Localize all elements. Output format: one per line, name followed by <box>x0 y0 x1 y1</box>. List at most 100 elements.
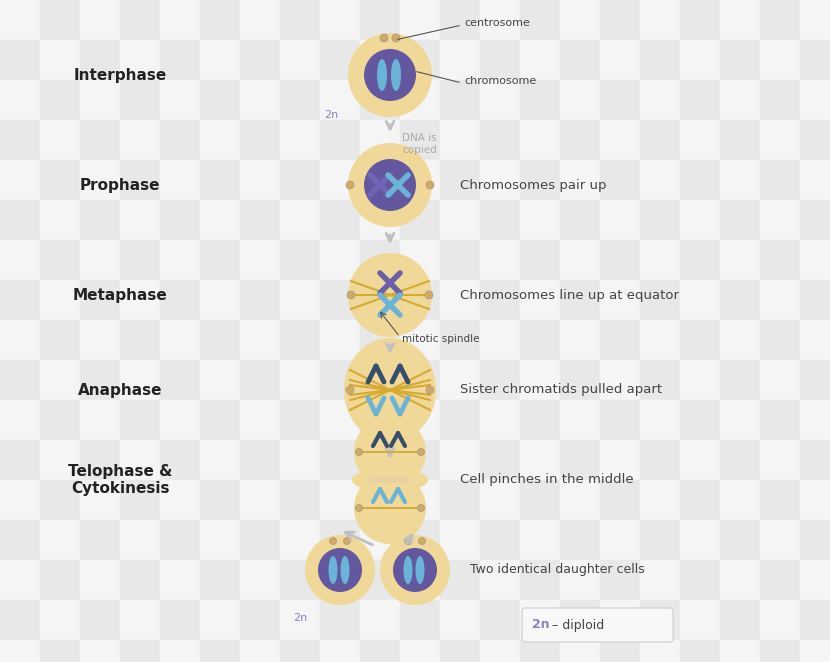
Bar <box>400 200 440 240</box>
Text: Two identical daughter cells: Two identical daughter cells <box>470 563 645 577</box>
Bar <box>280 520 320 560</box>
Bar <box>440 440 480 480</box>
Bar <box>480 640 520 662</box>
Bar <box>80 120 120 160</box>
Bar <box>240 160 280 200</box>
Bar <box>800 400 830 440</box>
Bar <box>440 200 480 240</box>
Bar <box>160 520 200 560</box>
Bar <box>320 600 360 640</box>
Bar <box>440 0 480 40</box>
Bar <box>720 200 760 240</box>
Bar <box>0 440 40 480</box>
Bar <box>80 360 120 400</box>
Bar <box>120 600 160 640</box>
Bar <box>0 480 40 520</box>
Bar <box>120 320 160 360</box>
Bar <box>800 600 830 640</box>
Bar <box>200 280 240 320</box>
Bar <box>600 560 640 600</box>
Bar <box>800 440 830 480</box>
Bar <box>0 640 40 662</box>
Bar <box>600 520 640 560</box>
Bar <box>680 200 720 240</box>
Bar <box>40 80 80 120</box>
Bar <box>440 640 480 662</box>
Bar <box>760 0 800 40</box>
Bar <box>760 40 800 80</box>
Bar <box>40 480 80 520</box>
Circle shape <box>346 181 354 189</box>
Bar <box>320 520 360 560</box>
Bar <box>800 240 830 280</box>
Bar <box>720 520 760 560</box>
Text: Chromosomes pair up: Chromosomes pair up <box>460 179 607 191</box>
Bar <box>800 120 830 160</box>
Bar <box>240 600 280 640</box>
Bar <box>520 200 560 240</box>
Bar <box>600 160 640 200</box>
Bar <box>760 160 800 200</box>
Bar <box>440 120 480 160</box>
Bar <box>720 40 760 80</box>
Bar <box>0 80 40 120</box>
Bar <box>760 440 800 480</box>
Bar <box>120 440 160 480</box>
Bar <box>320 200 360 240</box>
Bar <box>160 320 200 360</box>
Text: Sister chromatids pulled apart: Sister chromatids pulled apart <box>460 383 662 397</box>
Bar <box>600 200 640 240</box>
Bar <box>680 560 720 600</box>
Bar <box>680 640 720 662</box>
Bar <box>400 640 440 662</box>
Bar <box>720 560 760 600</box>
Circle shape <box>425 291 433 299</box>
Bar <box>120 0 160 40</box>
Bar <box>160 40 200 80</box>
Bar <box>240 520 280 560</box>
Bar <box>400 600 440 640</box>
Bar <box>560 280 600 320</box>
Bar <box>440 480 480 520</box>
Bar <box>800 160 830 200</box>
Bar <box>160 160 200 200</box>
Bar <box>560 480 600 520</box>
Bar <box>240 560 280 600</box>
Bar <box>240 320 280 360</box>
Bar <box>120 80 160 120</box>
Bar <box>40 640 80 662</box>
Bar <box>400 240 440 280</box>
Bar <box>240 440 280 480</box>
Bar <box>120 480 160 520</box>
Bar <box>360 360 400 400</box>
Circle shape <box>330 538 336 545</box>
Bar <box>560 0 600 40</box>
Bar <box>360 0 400 40</box>
Bar <box>120 280 160 320</box>
Bar <box>720 640 760 662</box>
Bar <box>280 120 320 160</box>
Bar <box>240 80 280 120</box>
Bar <box>0 320 40 360</box>
Bar <box>200 440 240 480</box>
Bar <box>680 480 720 520</box>
Bar <box>400 520 440 560</box>
Bar <box>360 520 400 560</box>
Bar <box>680 520 720 560</box>
Bar <box>360 400 400 440</box>
Bar <box>720 0 760 40</box>
Bar <box>640 520 680 560</box>
Bar <box>480 240 520 280</box>
Bar <box>80 640 120 662</box>
Bar <box>400 320 440 360</box>
Bar <box>720 320 760 360</box>
Bar <box>440 80 480 120</box>
Bar <box>520 520 560 560</box>
Bar <box>360 160 400 200</box>
Bar <box>320 280 360 320</box>
Bar <box>680 320 720 360</box>
Bar <box>120 160 160 200</box>
Bar <box>240 0 280 40</box>
Bar <box>560 120 600 160</box>
Circle shape <box>348 253 432 337</box>
